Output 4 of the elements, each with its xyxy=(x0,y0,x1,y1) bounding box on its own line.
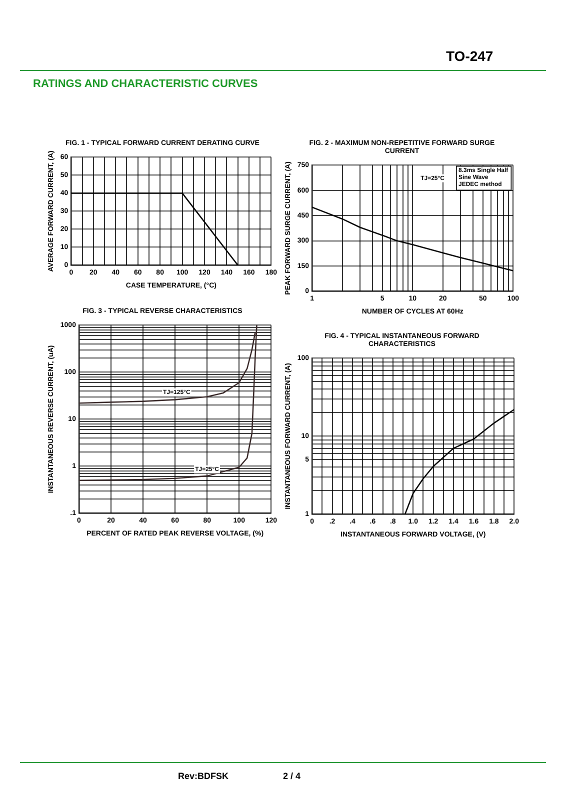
text: 2 / 4 xyxy=(283,771,301,781)
text: TO-247 xyxy=(446,48,494,64)
text: RATINGS AND CHARACTERISTIC CURVES xyxy=(33,78,258,90)
text: Rev:BDFSK xyxy=(178,771,229,781)
